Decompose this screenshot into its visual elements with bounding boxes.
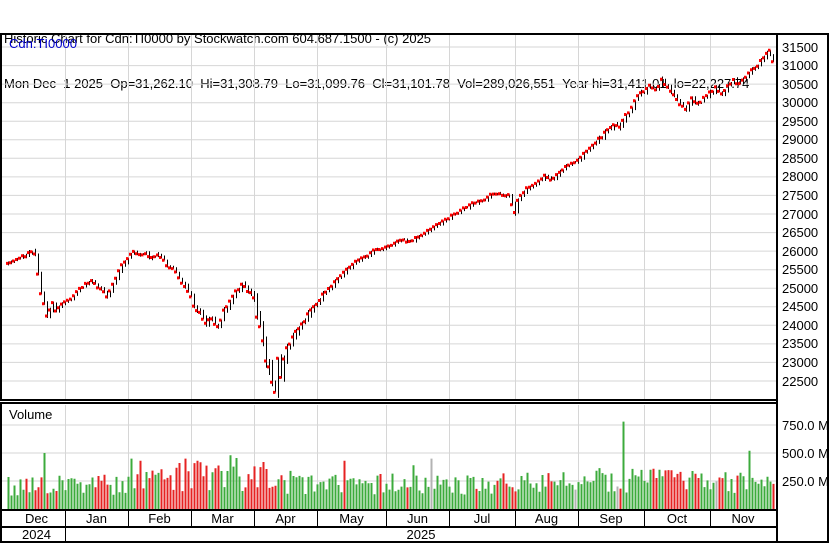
month-label: May <box>339 511 364 526</box>
price-tick-label: 26000 <box>782 243 819 259</box>
year-label: 2024 <box>22 527 51 542</box>
month-label: Jul <box>473 511 491 526</box>
month-label: Feb <box>148 511 171 526</box>
panel-borders <box>0 33 829 543</box>
price-tick-label: 25000 <box>782 280 819 296</box>
volume-bars-down <box>25 458 775 509</box>
volume-tick-label: 500.0 M <box>782 445 829 461</box>
price-tick-label: 30000 <box>782 95 819 111</box>
month-label: Aug <box>534 511 559 526</box>
price-tick-label: 24500 <box>782 299 819 315</box>
price-tick-label: 28000 <box>782 169 819 185</box>
price-tick-label: 26500 <box>782 225 819 241</box>
close-ticks <box>6 48 774 394</box>
price-tick-label: 31000 <box>782 58 819 74</box>
month-label: Mar <box>211 511 234 526</box>
volume-tick-label: 250.0 M <box>782 473 829 489</box>
month-label: Dec <box>24 511 49 526</box>
price-tick-label: 29000 <box>782 132 819 148</box>
volume-bars-up <box>7 421 772 509</box>
symbol-label: Cdn:TI0000 <box>9 36 77 51</box>
month-label: Nov <box>731 511 755 526</box>
price-tick-label: 31500 <box>782 39 819 55</box>
price-tick-label: 27500 <box>782 187 819 203</box>
month-label: Apr <box>275 511 296 526</box>
month-label: Oct <box>666 511 688 526</box>
price-tick-label: 30500 <box>782 76 819 92</box>
chart-frame: Cdn:TI0000 Volume 31500 31000 30500 30000 29… <box>0 33 830 543</box>
price-tick-label: 23500 <box>782 336 819 352</box>
axis-dividers <box>65 510 711 542</box>
price-tick-label: 28500 <box>782 150 819 166</box>
year-label: 2025 <box>406 527 436 542</box>
volume-panel-label: Volume <box>9 407 53 422</box>
volume-tick-label: 750.0 M <box>782 417 829 433</box>
price-tick-label: 25500 <box>782 262 819 278</box>
price-tick-label: 24000 <box>782 317 819 333</box>
chart-canvas <box>0 33 829 543</box>
price-tick-label: 29500 <box>782 113 819 129</box>
price-tick-label: 27000 <box>782 206 819 222</box>
month-label: Jun <box>407 511 428 526</box>
month-label: Jan <box>86 511 107 526</box>
quote-summary-line: Mon Dec 1 2025 Op=31,262.10 Hi=31,308.79… <box>4 76 750 91</box>
volume-bars-flat <box>430 458 718 509</box>
month-label: Sep <box>599 511 623 526</box>
price-tick-label: 22500 <box>782 373 819 389</box>
price-tick-label: 23000 <box>782 354 819 370</box>
gridlines <box>2 35 777 508</box>
